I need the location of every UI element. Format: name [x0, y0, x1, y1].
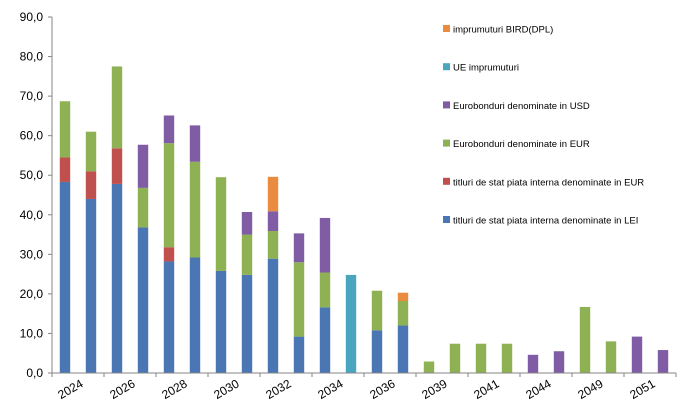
x-tick-label: 2034	[315, 376, 345, 402]
bar-segment	[85, 171, 97, 199]
bar-segment	[293, 262, 305, 337]
bar-segment	[85, 198, 97, 373]
bar-segment	[527, 354, 539, 373]
legend-label: imprumuturi BIRD(DPL)	[453, 25, 553, 36]
y-tick-label: 50,0	[20, 168, 44, 182]
bar-segment	[345, 274, 357, 373]
bar-series-group	[59, 66, 669, 373]
bar-segment	[397, 301, 409, 326]
bar-segment	[267, 231, 279, 259]
legend-label: UE imprumuturi	[453, 63, 519, 74]
y-tick-label: 0,0	[26, 366, 43, 380]
bar-segment	[371, 330, 383, 373]
bar-segment	[319, 307, 331, 373]
x-tick-label: 2049	[575, 376, 605, 402]
y-tick-label: 70,0	[20, 89, 44, 103]
bar-segment	[59, 157, 71, 182]
legend: imprumuturi BIRD(DPL) UE imprumuturi Eurob…	[443, 25, 644, 227]
bar-segment	[85, 131, 97, 172]
bar-segment	[111, 148, 123, 184]
x-tick-label: 2039	[419, 376, 449, 402]
bar-segment	[319, 217, 331, 273]
y-tick-label: 30,0	[20, 247, 44, 261]
x-axis-tick-labels: 2024 2026 2028 2030 2032 2034 2036 2039 2041 2044…	[55, 376, 657, 402]
x-tick-label: 2024	[55, 376, 85, 402]
bar-segment	[111, 66, 123, 149]
bar-segment	[605, 341, 617, 373]
legend-label: Eurobonduri denominate in USD	[453, 101, 590, 112]
bar-segment	[579, 306, 591, 373]
x-tick-label: 2032	[263, 376, 293, 402]
bar-segment	[657, 350, 669, 373]
bar-segment	[553, 351, 565, 373]
bar-segment	[293, 336, 305, 373]
bar-segment	[267, 211, 279, 231]
bar-segment	[397, 325, 409, 373]
bar-segment	[241, 274, 253, 373]
bar-segment	[267, 258, 279, 373]
bar-segment	[137, 187, 149, 228]
legend-swatch	[443, 177, 450, 185]
bar-segment	[215, 270, 227, 373]
bar-segment	[397, 292, 409, 302]
bar-segment	[111, 183, 123, 373]
x-tick-label: 2026	[107, 376, 137, 402]
x-tick-label: 2041	[471, 376, 501, 402]
bar-segment	[241, 212, 253, 235]
bar-segment	[319, 272, 331, 308]
bar-segment	[59, 181, 71, 373]
legend-label: Eurobonduri denominate in EUR	[453, 139, 590, 150]
y-tick-label: 20,0	[20, 287, 44, 301]
legend-swatch	[443, 216, 450, 223]
bar-segment	[59, 101, 71, 158]
x-tick-label: 2030	[211, 376, 241, 402]
bar-segment	[423, 361, 435, 373]
bar-segment	[163, 115, 175, 144]
bar-segment	[189, 161, 201, 258]
legend-label: titluri de stat piata interna denominate…	[453, 177, 644, 188]
x-tick-label: 2036	[367, 376, 397, 402]
bar-segment	[293, 233, 305, 263]
legend-swatch	[443, 63, 450, 71]
y-tick-label: 60,0	[20, 129, 44, 143]
x-tick-label: 2044	[523, 376, 553, 402]
axes	[48, 16, 677, 377]
legend-swatch	[443, 25, 450, 32]
bar-segment	[189, 257, 201, 373]
x-tick-label: 2051	[627, 376, 657, 402]
y-tick-label: 80,0	[20, 50, 44, 64]
bar-segment	[475, 343, 487, 373]
bar-segment	[631, 336, 643, 373]
bar-segment	[241, 234, 253, 275]
x-tick-label: 2028	[159, 376, 189, 402]
bar-segment	[137, 227, 149, 373]
y-axis-tick-labels: 0,0 10,0 20,0 30,0 40,0 50,0 60,0 70,0 80,0 90,0	[20, 10, 44, 380]
y-tick-label: 40,0	[20, 208, 44, 222]
y-tick-label: 90,0	[20, 10, 44, 24]
bar-segment	[137, 144, 149, 188]
y-tick-label: 10,0	[20, 326, 44, 340]
bar-segment	[163, 261, 175, 373]
legend-label: titluri de stat piata interna denominate…	[453, 216, 638, 227]
legend-swatch	[443, 101, 450, 109]
legend-swatch	[443, 139, 450, 147]
bar-segment	[501, 343, 513, 373]
bar-segment	[449, 343, 461, 373]
bar-segment	[371, 290, 383, 331]
bar-segment	[163, 143, 175, 248]
bar-segment	[189, 125, 201, 162]
bar-segment	[215, 177, 227, 271]
bar-segment	[163, 247, 175, 262]
bar-segment	[267, 176, 279, 212]
